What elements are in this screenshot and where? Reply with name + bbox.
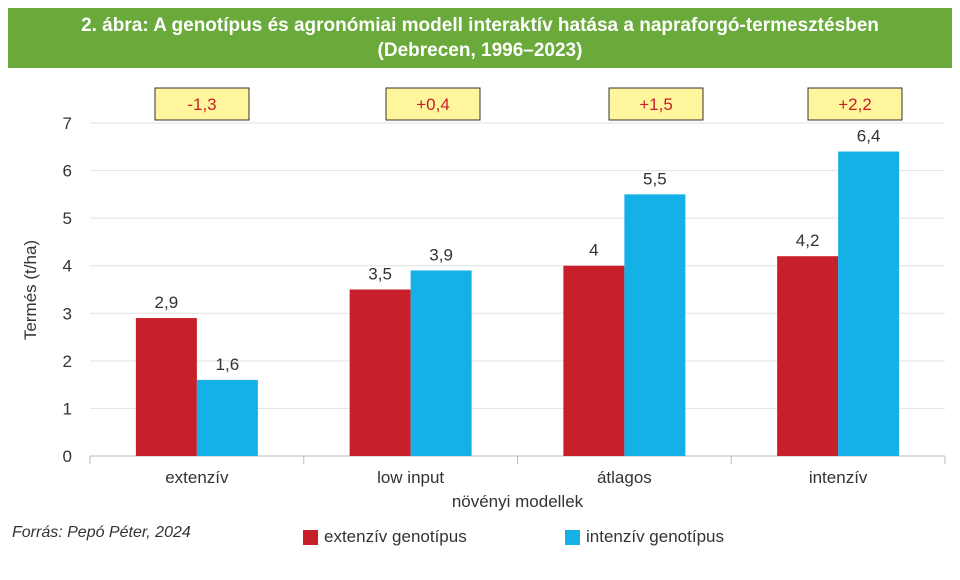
bar: [196, 379, 258, 456]
legend-label: extenzív genotípus: [324, 527, 467, 546]
bar: [410, 270, 472, 456]
y-axis-label: Termés (t/ha): [21, 240, 40, 340]
chart-title: 2. ábra: A genotípus és agronómiai model…: [81, 15, 879, 36]
difference-box: [807, 87, 903, 121]
bar: [624, 194, 686, 456]
difference-box: [608, 87, 704, 121]
data-label: 2,9: [155, 293, 179, 312]
y-tick-label: 7: [63, 114, 72, 133]
difference-box: [154, 87, 250, 121]
difference-box: [385, 87, 481, 121]
difference-label: +1,5: [639, 95, 673, 114]
data-label: 4,2: [796, 231, 820, 250]
data-label: 4: [589, 241, 598, 260]
x-tick-label: intenzív: [809, 468, 868, 487]
x-tick-label: átlagos: [597, 468, 652, 487]
data-label: 5,5: [643, 169, 667, 188]
y-tick-label: 0: [63, 447, 72, 466]
bar: [349, 289, 411, 456]
legend-swatch: [303, 529, 318, 545]
bar: [838, 151, 900, 457]
legend-swatch: [565, 529, 580, 545]
data-label: 1,6: [216, 355, 240, 374]
difference-label: +2,2: [838, 95, 872, 114]
data-label: 6,4: [857, 127, 881, 146]
data-label: 3,5: [368, 265, 392, 284]
y-tick-label: 4: [63, 257, 72, 276]
y-tick-label: 1: [63, 399, 72, 418]
x-axis-label: növényi modellek: [452, 492, 584, 511]
data-label: 3,9: [429, 245, 453, 264]
difference-label: +0,4: [416, 95, 450, 114]
bar: [563, 265, 625, 456]
legend-item-extenziv: extenzív genotípus: [303, 527, 467, 547]
y-tick-label: 6: [63, 162, 72, 181]
difference-label: -1,3: [187, 95, 216, 114]
source-note: Forrás: Pepó Péter, 2024: [12, 524, 191, 541]
y-tick-label: 5: [63, 209, 72, 228]
x-tick-label: extenzív: [165, 468, 229, 487]
x-tick-label: low input: [377, 468, 444, 487]
y-tick-label: 2: [63, 352, 72, 371]
legend-label: intenzív genotípus: [586, 527, 724, 546]
bar: [135, 318, 197, 456]
legend-item-intenziv: intenzív genotípus: [565, 527, 724, 547]
chart-header: 2. ábra: A genotípus és agronómiai model…: [8, 8, 952, 68]
chart-subtitle: (Debrecen, 1996–2023): [377, 40, 583, 61]
bar: [777, 256, 839, 456]
y-tick-label: 3: [63, 304, 72, 323]
